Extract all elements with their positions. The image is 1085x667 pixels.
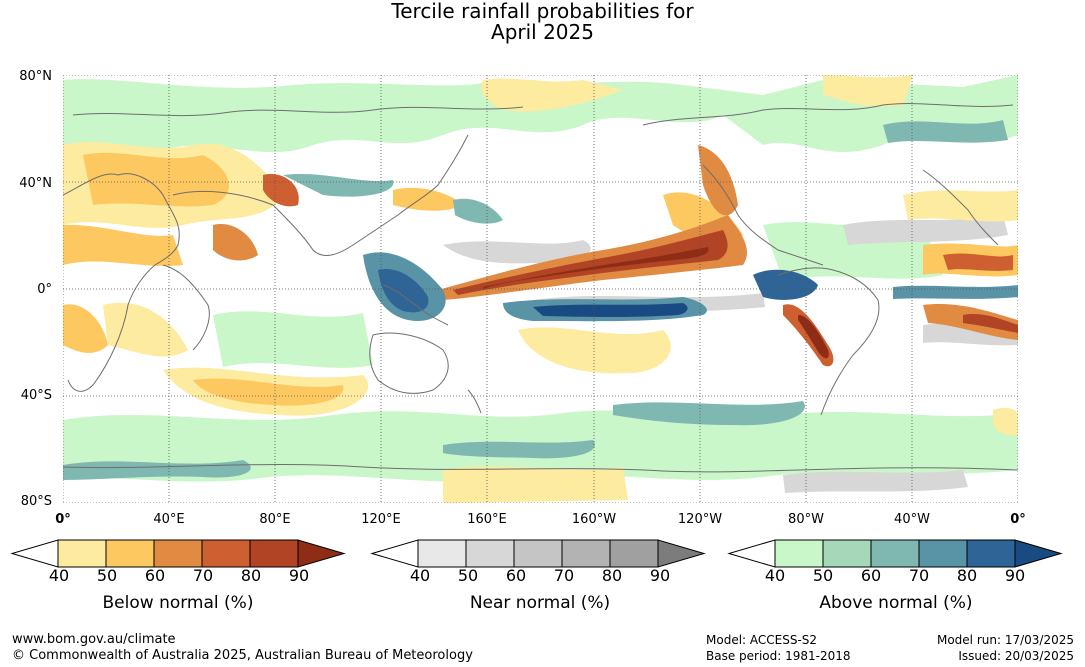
lat-label-80n: 80°N — [19, 69, 52, 84]
legend-tick: 50 — [457, 566, 479, 585]
lon-label-40e: 40°E — [153, 512, 185, 527]
legend-arrow-low — [727, 539, 776, 568]
legend-arrow-high — [657, 539, 706, 568]
lon-label-40w: 40°W — [894, 512, 930, 527]
legend-arrow-high — [297, 539, 346, 568]
legend-swatch — [57, 539, 107, 568]
below-normal-areas — [63, 75, 1018, 503]
legend-below-normal-title: Below normal (%) — [102, 593, 254, 613]
legend-arrow-low — [10, 539, 59, 568]
lon-label-80e: 80°E — [259, 512, 291, 527]
legend-tick: 60 — [860, 566, 882, 585]
legend-swatch — [561, 539, 611, 568]
legend-tick: 40 — [409, 566, 431, 585]
legend-below-normal-colorbar — [10, 539, 346, 568]
footer-base-period: Base period: 1981-2018 — [706, 649, 851, 663]
legend-tick: 70 — [192, 566, 214, 585]
legend-swatch — [513, 539, 563, 568]
map-title-line2: April 2025 — [491, 20, 594, 44]
lon-label-0: 0° — [55, 512, 71, 527]
footer-copyright: © Commonwealth of Australia 2025, Austra… — [12, 648, 473, 663]
legend-tick: 50 — [812, 566, 834, 585]
legend-swatch — [774, 539, 824, 568]
legend-tick: 80 — [240, 566, 262, 585]
legend-tick: 50 — [96, 566, 118, 585]
footer-issued: Issued: 20/03/2025 — [958, 649, 1074, 663]
footer-model-run: Model run: 17/03/2025 — [936, 633, 1074, 647]
legend-swatch — [465, 539, 515, 568]
legend-swatch — [822, 539, 872, 568]
legend-swatch — [918, 539, 968, 568]
lon-label-0-right: 0° — [1010, 512, 1026, 527]
legend-above-normal-title: Above normal (%) — [819, 593, 973, 613]
footer-model: Model: ACCESS-S2 — [706, 633, 818, 647]
above-normal-areas — [63, 120, 1018, 480]
legend-tick: 70 — [553, 566, 575, 585]
footer-url: www.bom.gov.au/climate — [12, 632, 176, 647]
legend-tick: 80 — [956, 566, 978, 585]
graticule — [63, 75, 1018, 503]
legend-tick: 40 — [48, 566, 70, 585]
lon-label-160w: 160°W — [571, 512, 617, 527]
legend-tick: 90 — [649, 566, 671, 585]
rainfall-probability-map — [63, 75, 1018, 503]
lat-label-40n: 40°N — [19, 176, 52, 191]
lat-label-0: 0° — [37, 282, 52, 297]
legend-above-normal-colorbar — [727, 539, 1063, 568]
legend-swatch — [153, 539, 203, 568]
map-title-line1: Tercile rainfall probabilities for — [391, 0, 694, 23]
legend-tick: 40 — [764, 566, 786, 585]
legend-swatch — [417, 539, 467, 568]
legend-tick: 90 — [1004, 566, 1026, 585]
coastlines — [63, 103, 1018, 473]
legend-swatch — [609, 539, 659, 568]
legend-tick: 70 — [908, 566, 930, 585]
legend-swatch — [870, 539, 920, 568]
lat-label-80s: 80°S — [20, 494, 52, 509]
lat-label-40s: 40°S — [20, 388, 52, 403]
legend-swatch — [966, 539, 1016, 568]
lon-label-120w: 120°W — [677, 512, 723, 527]
lon-label-160e: 160°E — [467, 512, 507, 527]
legend-tick: 80 — [601, 566, 623, 585]
legend-arrow-high — [1014, 539, 1063, 568]
lon-label-80w: 80°W — [788, 512, 824, 527]
legend-near-normal-title: Near normal (%) — [469, 593, 611, 613]
legend-tick: 60 — [505, 566, 527, 585]
legend-tick: 90 — [288, 566, 310, 585]
legend-swatch — [249, 539, 299, 568]
legend-arrow-low — [370, 539, 419, 568]
legend-tick: 60 — [144, 566, 166, 585]
lon-label-120e: 120°E — [361, 512, 401, 527]
legend-near-normal-colorbar — [370, 539, 706, 568]
legend-swatch — [201, 539, 251, 568]
legend-swatch — [105, 539, 155, 568]
